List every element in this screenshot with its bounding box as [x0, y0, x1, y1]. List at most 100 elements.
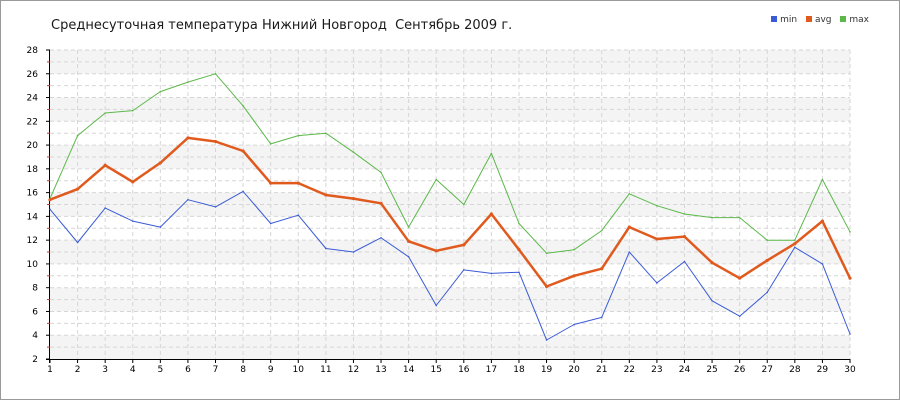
y-tick-label: 22: [27, 117, 38, 127]
x-tick-label: 5: [157, 365, 163, 375]
x-tick-label: 30: [844, 365, 856, 375]
data-point-min: [600, 316, 603, 319]
data-point-max: [849, 231, 851, 233]
data-point-min: [131, 220, 134, 222]
data-point-max: [242, 105, 244, 107]
data-point-avg: [600, 267, 604, 271]
data-point-max: [214, 72, 217, 75]
data-point-avg: [213, 139, 218, 144]
legend-item-max: max: [840, 15, 869, 25]
y-tick-label: 10: [27, 260, 39, 270]
x-tick-label: 16: [458, 365, 470, 375]
x-tick-label: 25: [706, 365, 717, 375]
data-point-min: [159, 226, 162, 228]
chart-title: Среднесуточная температура Нижний Новгор…: [51, 18, 513, 33]
data-point-avg: [820, 219, 825, 223]
x-tick-label: 11: [320, 365, 331, 375]
data-point-max: [159, 90, 162, 93]
x-tick-label: 26: [734, 365, 746, 375]
series-line-avg: [49, 136, 852, 288]
data-point-avg: [517, 248, 521, 252]
data-point-min: [76, 241, 79, 244]
x-tick-label: 28: [789, 365, 801, 375]
data-point-min: [325, 247, 327, 250]
data-point-avg: [131, 180, 135, 184]
data-point-avg: [48, 198, 52, 202]
data-point-avg: [324, 193, 328, 197]
data-point-max: [573, 248, 575, 251]
data-point-min: [683, 260, 686, 263]
x-tick-label: 10: [293, 365, 305, 375]
x-tick-label: 9: [268, 365, 274, 375]
data-point-max: [76, 134, 79, 137]
data-point-max: [435, 178, 438, 181]
data-point-min: [435, 304, 438, 307]
data-point-avg: [544, 284, 549, 289]
x-tick-label: 7: [213, 365, 219, 375]
data-point-max: [462, 203, 465, 206]
y-tick-label: 24: [27, 94, 39, 104]
data-point-min: [407, 255, 410, 258]
chart-legend: min avg max: [765, 15, 869, 25]
data-point-avg: [186, 136, 190, 140]
data-point-min: [849, 333, 851, 335]
data-point-max: [269, 143, 272, 145]
x-tick-label: 23: [651, 365, 662, 375]
data-point-avg: [848, 276, 852, 280]
data-point-avg: [489, 212, 493, 216]
data-point-avg: [158, 161, 162, 165]
data-point-max: [490, 152, 493, 155]
data-point-max: [545, 252, 548, 255]
data-point-avg: [434, 249, 438, 253]
series-line-min: [49, 190, 851, 341]
data-point-min: [242, 190, 244, 193]
data-point-max: [325, 132, 327, 134]
x-tick-label: 17: [486, 365, 497, 375]
x-tick-label: 20: [568, 365, 580, 375]
legend-item-avg: avg: [805, 15, 832, 25]
legend-label-max: max: [849, 15, 869, 25]
y-tick-label: 4: [32, 331, 38, 341]
y-tick-label: 2: [32, 355, 38, 365]
legend-swatch-max: [840, 16, 847, 22]
x-tick-label: 3: [102, 365, 108, 375]
x-tick-label: 29: [817, 365, 829, 375]
data-point-min: [380, 236, 382, 239]
x-tick-label: 2: [75, 365, 81, 375]
legend-item-min: min: [771, 15, 797, 25]
x-tick-label: 18: [513, 365, 525, 375]
data-point-avg: [379, 201, 383, 205]
data-point-min: [352, 251, 355, 253]
data-point-avg: [269, 181, 273, 185]
data-point-min: [518, 271, 520, 274]
data-point-max: [131, 109, 134, 112]
x-tick-label: 27: [762, 365, 773, 375]
data-point-min: [794, 246, 796, 249]
series-line-max: [49, 73, 851, 254]
data-point-min: [821, 263, 824, 265]
data-point-max: [656, 204, 658, 207]
y-tick-label: 20: [27, 141, 39, 151]
y-tick-label: 18: [27, 165, 39, 175]
y-tick-label: 26: [27, 70, 39, 80]
data-point-max: [738, 216, 741, 219]
data-point-max: [518, 222, 520, 225]
y-tick-label: 6: [32, 307, 38, 317]
x-tick-label: 22: [624, 365, 635, 375]
data-point-max: [766, 239, 769, 241]
data-point-min: [49, 208, 51, 211]
data-point-max: [821, 178, 824, 181]
data-point-max: [380, 171, 382, 174]
data-point-avg: [738, 276, 742, 280]
data-point-max: [352, 151, 355, 154]
legend-swatch-avg: [805, 16, 812, 22]
x-tick-label: 4: [130, 365, 136, 375]
data-point-avg: [407, 239, 411, 243]
data-point-min: [104, 207, 106, 209]
data-point-avg: [351, 196, 356, 201]
data-point-avg: [793, 242, 797, 246]
data-point-avg: [296, 181, 300, 185]
data-point-min: [766, 291, 769, 294]
x-tick-label: 13: [375, 365, 386, 375]
